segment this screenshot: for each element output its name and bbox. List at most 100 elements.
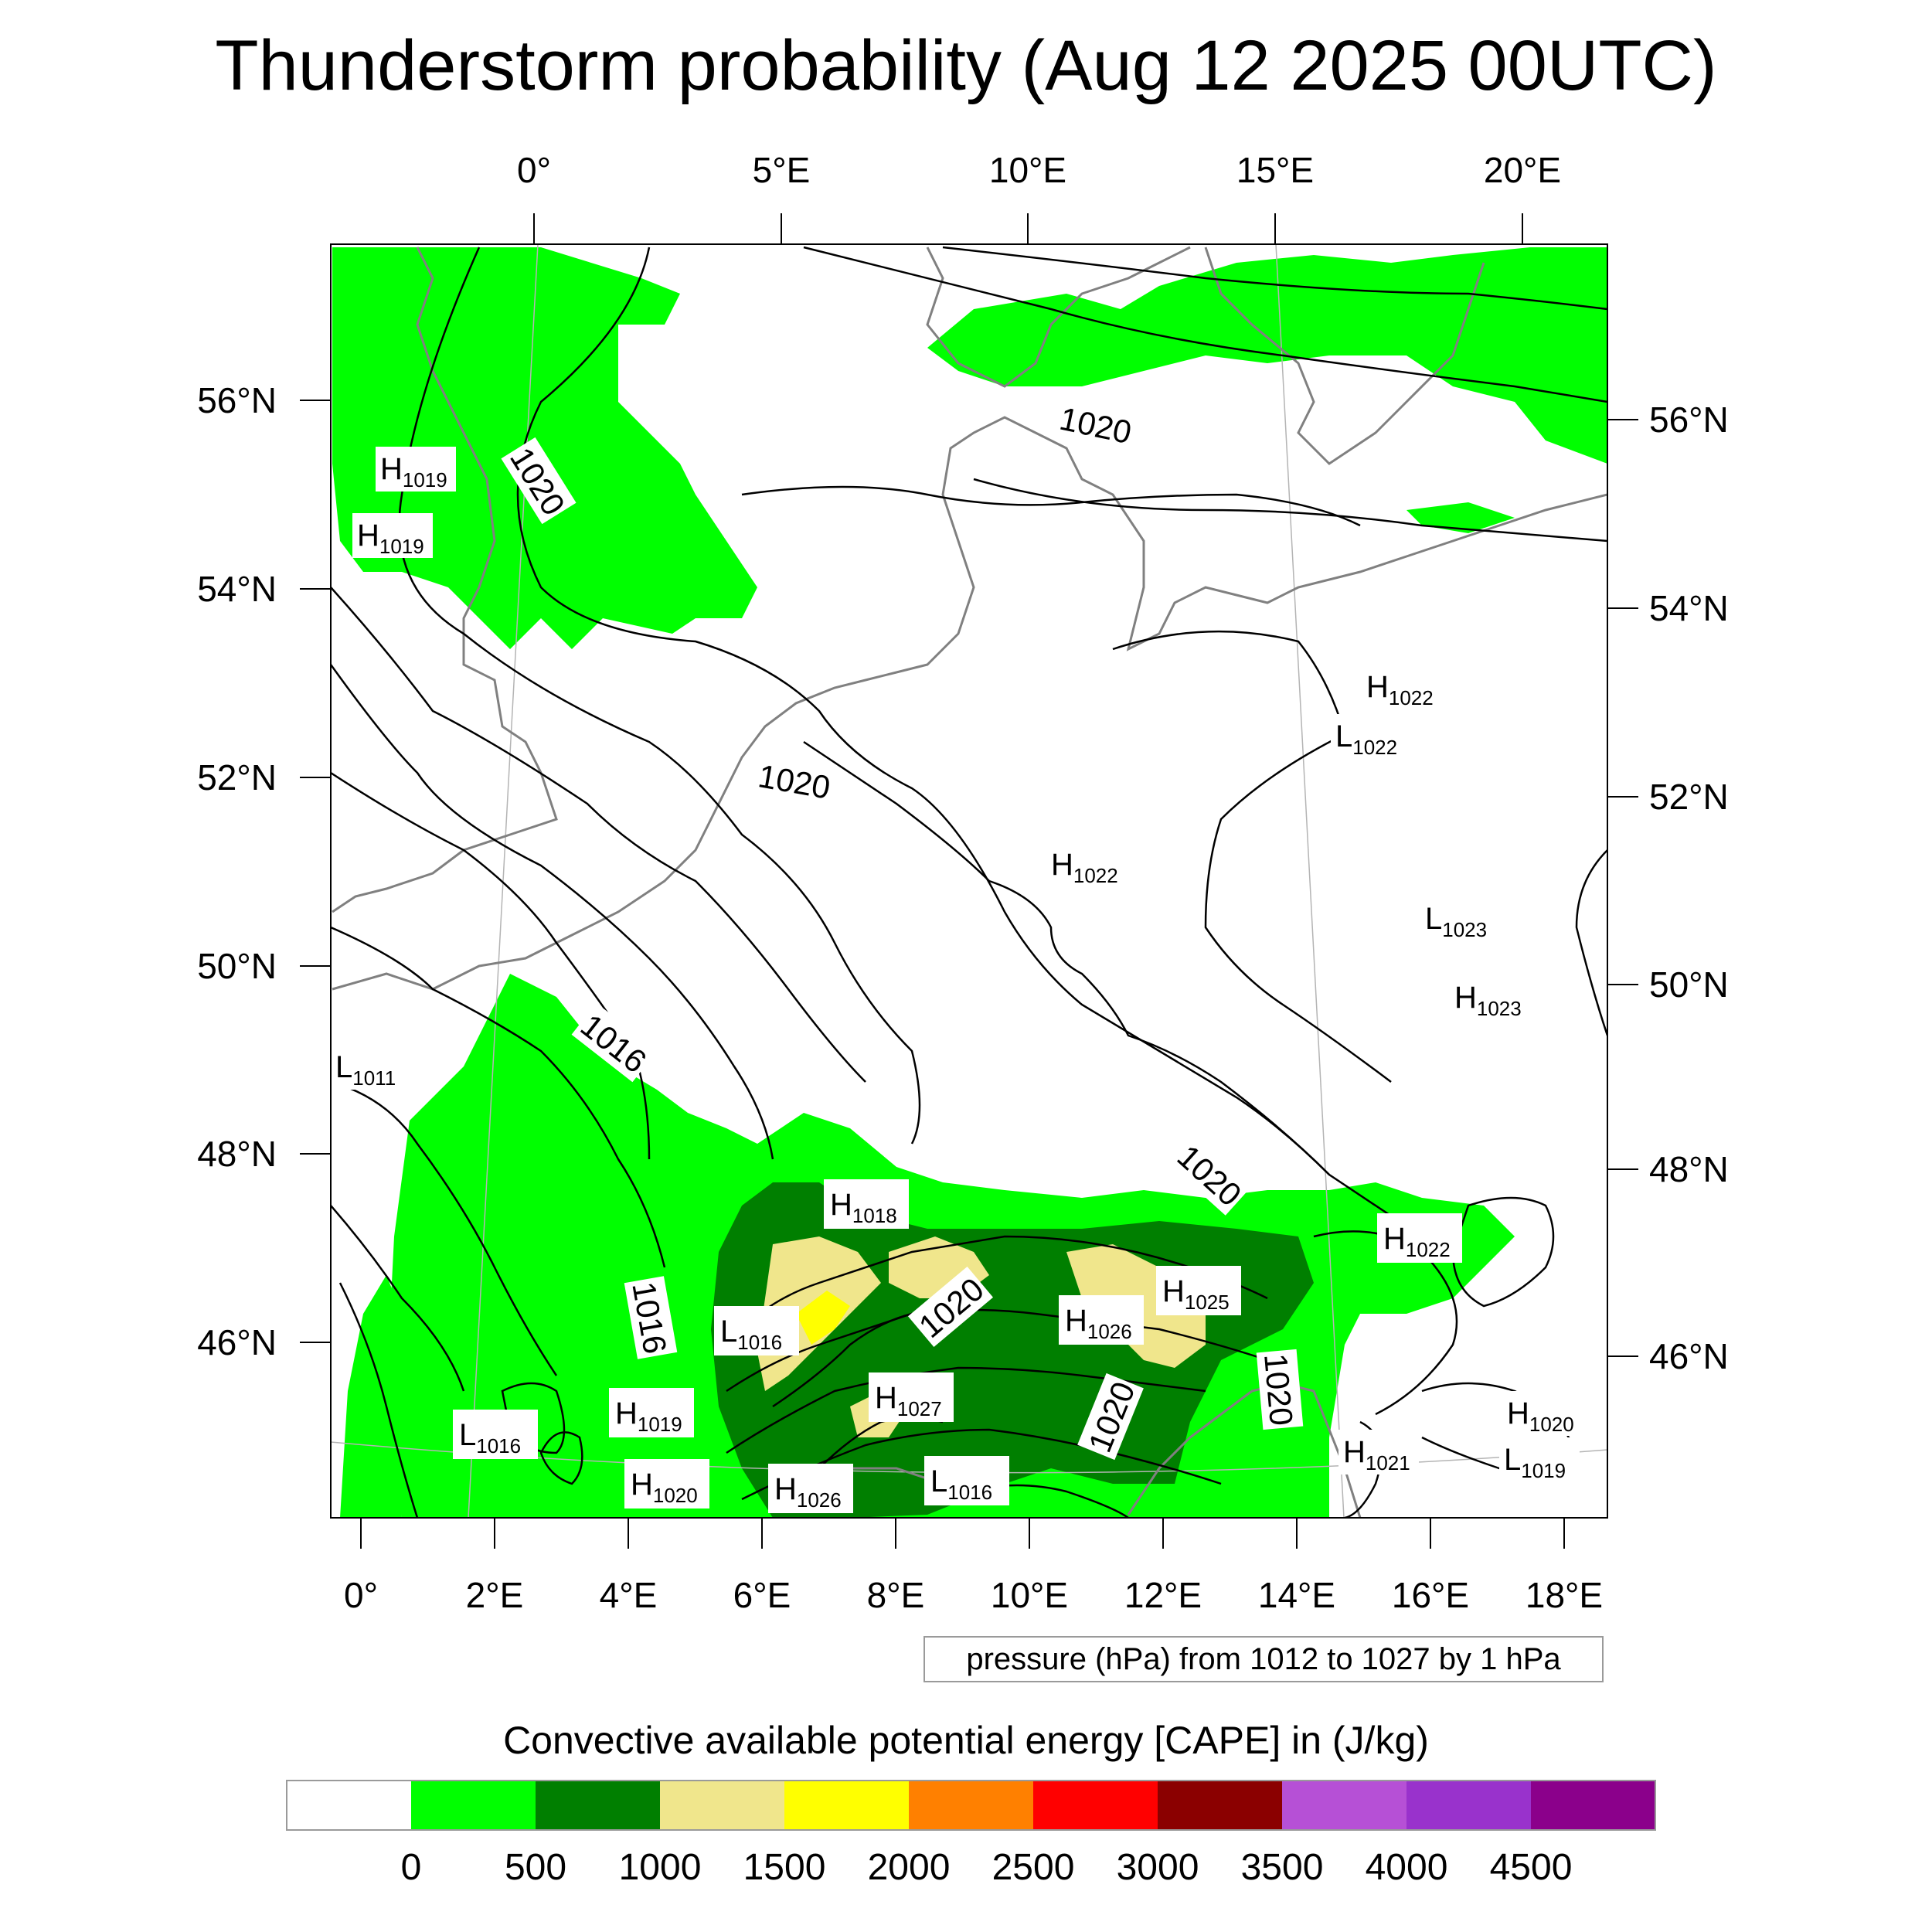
lat-label: 50°N <box>197 946 277 986</box>
center-type: H <box>875 1381 897 1415</box>
center-value: 1018 <box>852 1204 897 1227</box>
lon-label: 8°E <box>867 1575 925 1615</box>
center-type: H <box>1343 1435 1366 1469</box>
center-type: H <box>1065 1304 1087 1338</box>
isobars <box>331 246 1607 1518</box>
colorbar-swatch <box>909 1781 1033 1830</box>
center-value: 1019 <box>379 535 424 558</box>
svg-text:H1020: H1020 <box>1507 1396 1574 1436</box>
colorbar-label: 2500 <box>992 1847 1075 1888</box>
center-value: 1020 <box>653 1484 698 1507</box>
lon-label: 12°E <box>1124 1575 1202 1615</box>
lon-labels-top: 0° 5°E 10°E 15°E 20°E <box>517 150 1561 190</box>
center-value: 1026 <box>1087 1320 1132 1343</box>
lat-label: 48°N <box>1649 1149 1729 1189</box>
meridian-15e <box>1275 244 1345 1518</box>
lat-label: 52°N <box>197 757 277 798</box>
svg-text:H1027: H1027 <box>875 1381 942 1420</box>
pressure-center-labels: H1019 H1019 H1022 L1022 H1022 L1023 H102… <box>331 447 1583 1513</box>
center-type: H <box>1454 981 1477 1015</box>
center-type: L <box>930 1464 947 1498</box>
svg-text:H1022: H1022 <box>1051 848 1118 887</box>
svg-text:L1016: L1016 <box>459 1418 521 1458</box>
colorbar-label: 3000 <box>1117 1847 1199 1888</box>
lat-label: 54°N <box>197 569 277 609</box>
center-type: H <box>1051 848 1073 882</box>
isobar-label: 1020 <box>1056 400 1134 451</box>
svg-text:H1026: H1026 <box>774 1472 842 1512</box>
lat-label: 56°N <box>1649 400 1729 440</box>
lon-label: 15°E <box>1236 150 1314 190</box>
lat-label: 46°N <box>197 1322 277 1362</box>
svg-text:H1022: H1022 <box>1366 670 1434 709</box>
isobar-label: 1020 <box>1257 1352 1300 1427</box>
colorbar-label: 1000 <box>619 1847 702 1888</box>
lon-label: 10°E <box>989 150 1066 190</box>
svg-text:H1025: H1025 <box>1162 1274 1230 1314</box>
center-value: 1025 <box>1185 1291 1230 1314</box>
center-value: 1022 <box>1073 864 1118 887</box>
lat-label: 56°N <box>197 380 277 420</box>
svg-text:H1022: H1022 <box>1383 1222 1451 1261</box>
chart-title: Thunderstorm probability (Aug 12 2025 00… <box>215 26 1717 105</box>
colorbar-label: 0 <box>401 1847 422 1888</box>
lon-label: 10°E <box>991 1575 1068 1615</box>
center-type: H <box>615 1396 638 1430</box>
svg-text:L1016: L1016 <box>930 1464 992 1504</box>
svg-text:H1020: H1020 <box>631 1468 698 1507</box>
svg-text:L1022: L1022 <box>1335 719 1397 759</box>
lon-label: 0° <box>344 1575 378 1615</box>
colorbar <box>286 1780 1656 1831</box>
lat-label: 48°N <box>197 1134 277 1174</box>
center-type: L <box>1335 719 1352 753</box>
center-value: 1022 <box>1352 736 1397 759</box>
colorbar-swatch <box>784 1781 909 1830</box>
center-value: 1019 <box>1521 1459 1566 1482</box>
center-type: L <box>1425 902 1442 936</box>
cape-area-yellow <box>796 1291 850 1345</box>
center-value: 1019 <box>638 1413 682 1436</box>
center-type: H <box>774 1472 797 1506</box>
colorbar-outline <box>286 1780 1656 1831</box>
isobar-label: 1020 <box>756 757 833 806</box>
lon-label: 6°E <box>733 1575 791 1615</box>
cape-area-north-sea-east <box>927 247 1607 464</box>
center-type: L <box>720 1315 737 1349</box>
svg-text:H1019: H1019 <box>615 1396 682 1436</box>
coastlines <box>332 246 1607 1518</box>
map-frame <box>330 243 1608 1519</box>
colorbar-swatch <box>536 1781 660 1830</box>
colorbar-swatch <box>287 1781 411 1830</box>
colorbar-swatch <box>1282 1781 1406 1830</box>
cape-shading <box>332 247 1607 1518</box>
colorbar-swatch <box>1406 1781 1531 1830</box>
center-type: H <box>1383 1222 1406 1256</box>
center-type: H <box>830 1188 852 1222</box>
svg-text:H1019: H1019 <box>380 452 447 492</box>
center-type: L <box>1504 1443 1521 1477</box>
lat-labels-left: 56°N 54°N 52°N 50°N 48°N 46°N <box>197 380 277 1362</box>
lat-label: 54°N <box>1649 588 1729 628</box>
colorbar-swatch <box>1531 1781 1655 1830</box>
center-value: 1023 <box>1477 997 1522 1020</box>
center-type: H <box>1507 1396 1529 1430</box>
coastline-sweden <box>1204 247 1485 465</box>
center-type: L <box>459 1418 476 1452</box>
center-value: 1027 <box>897 1397 942 1420</box>
center-value: 1016 <box>737 1331 782 1354</box>
svg-text:H1021: H1021 <box>1343 1435 1410 1475</box>
svg-text:L1023: L1023 <box>1425 902 1487 941</box>
colorbar-title: Convective available potential energy [C… <box>503 1719 1429 1762</box>
lon-label: 2°E <box>466 1575 524 1615</box>
contour-info-box: pressure (hPa) from 1012 to 1027 by 1 hP… <box>923 1636 1604 1682</box>
lon-labels-bottom: 0° 2°E 4°E 6°E 8°E 10°E 12°E 14°E 16°E 1… <box>344 1575 1603 1615</box>
svg-text:L1016: L1016 <box>720 1315 782 1354</box>
lat-labels-right: 56°N 54°N 52°N 50°N 48°N 46°N <box>1649 400 1729 1376</box>
lon-label: 4°E <box>600 1575 658 1615</box>
coastline-scandinavia <box>926 246 1191 388</box>
center-type: H <box>1366 670 1389 704</box>
center-type: L <box>335 1050 352 1084</box>
svg-text:H1019: H1019 <box>357 519 424 558</box>
colorbar-swatch <box>660 1781 784 1830</box>
